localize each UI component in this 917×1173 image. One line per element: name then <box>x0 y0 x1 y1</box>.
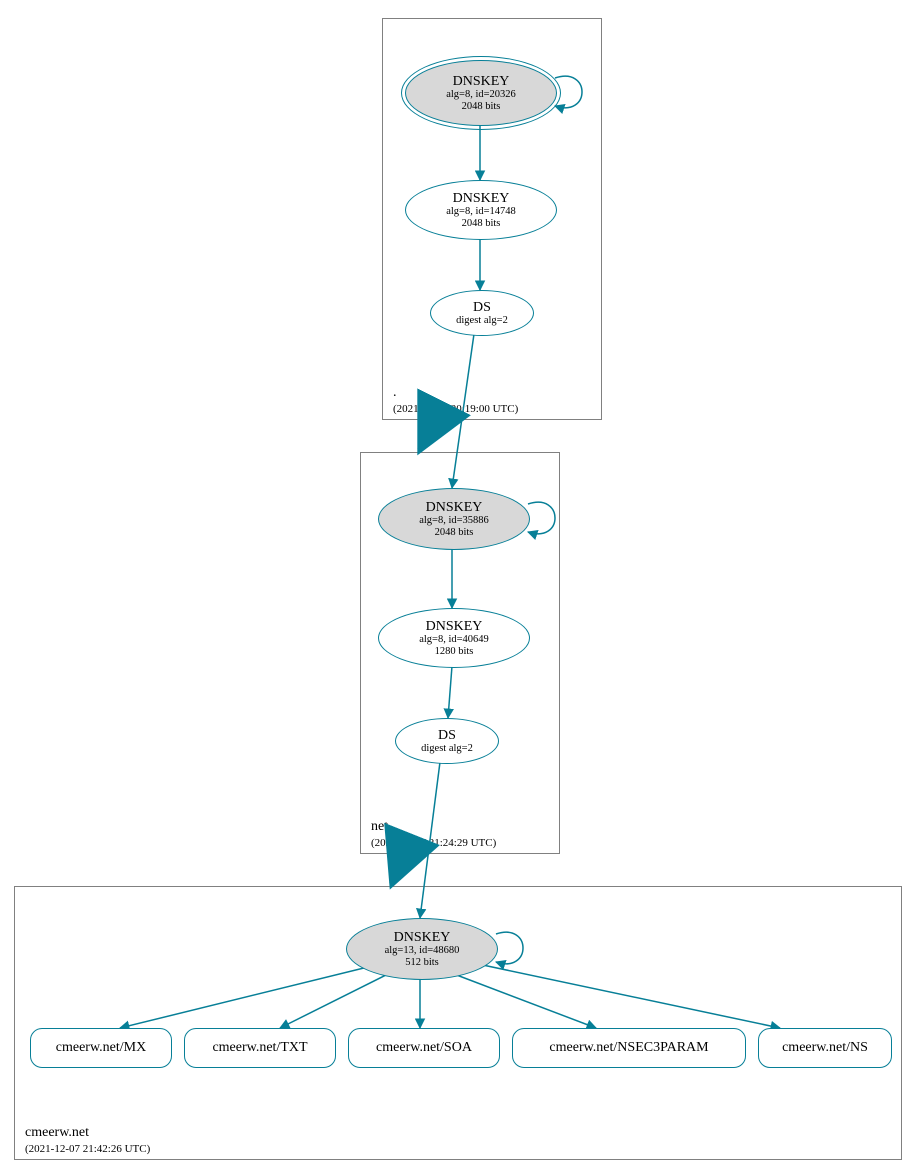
node-net-dnskey-35886: DNSKEYalg=8, id=358862048 bits <box>378 488 530 550</box>
node-sub1: alg=8, id=35886 <box>419 515 489 527</box>
zone-net-sublabel: (2021-12-07 21:24:29 UTC) <box>371 837 496 849</box>
rrset-rr-nsec3param: cmeerw.net/NSEC3PARAM <box>512 1028 746 1068</box>
zone-cmeerw-sublabel: (2021-12-07 21:42:26 UTC) <box>25 1143 150 1155</box>
node-sub1: digest alg=2 <box>456 315 508 327</box>
node-title: DNSKEY <box>394 930 451 945</box>
node-net-ds: DSdigest alg=2 <box>395 718 499 764</box>
node-root-ds: DSdigest alg=2 <box>430 290 534 336</box>
node-sub1: digest alg=2 <box>421 743 473 755</box>
rrset-rr-soa: cmeerw.net/SOA <box>348 1028 500 1068</box>
rrset-rr-ns: cmeerw.net/NS <box>758 1028 892 1068</box>
node-sub2: 2048 bits <box>462 218 501 230</box>
node-net-dnskey-40649: DNSKEYalg=8, id=406491280 bits <box>378 608 530 668</box>
node-title: DNSKEY <box>426 500 483 515</box>
node-sub1: alg=13, id=48680 <box>385 945 460 957</box>
zone-root-sublabel: (2021-12-07 20:19:00 UTC) <box>393 403 518 415</box>
rrset-rr-txt: cmeerw.net/TXT <box>184 1028 336 1068</box>
zone-net-label: net <box>371 819 388 835</box>
node-title: DNSKEY <box>453 74 510 89</box>
node-sub1: alg=8, id=14748 <box>446 206 516 218</box>
zone-cmeerw-label: cmeerw.net <box>25 1125 89 1141</box>
rrset-rr-mx: cmeerw.net/MX <box>30 1028 172 1068</box>
node-sub1: alg=8, id=40649 <box>419 634 489 646</box>
node-title: DNSKEY <box>426 619 483 634</box>
node-cmeerw-dnskey-48680: DNSKEYalg=13, id=48680512 bits <box>346 918 498 980</box>
node-title: DS <box>473 300 491 315</box>
node-root-dnskey-20326: DNSKEYalg=8, id=203262048 bits <box>405 60 557 126</box>
zone-root-label: . <box>393 385 397 401</box>
node-title: DNSKEY <box>453 191 510 206</box>
node-sub2: 512 bits <box>405 957 439 969</box>
node-sub2: 2048 bits <box>435 527 474 539</box>
node-title: DS <box>438 728 456 743</box>
node-root-dnskey-14748: DNSKEYalg=8, id=147482048 bits <box>405 180 557 240</box>
node-sub1: alg=8, id=20326 <box>446 89 516 101</box>
node-sub2: 2048 bits <box>462 101 501 113</box>
node-sub2: 1280 bits <box>435 646 474 658</box>
